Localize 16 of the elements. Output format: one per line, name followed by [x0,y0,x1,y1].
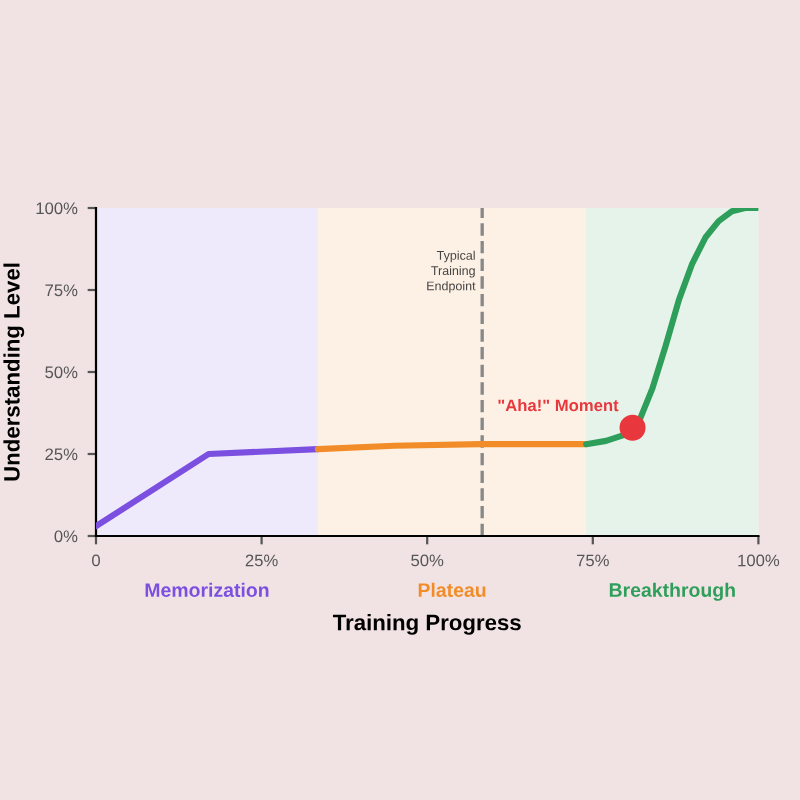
y-tick-label: 25% [45,448,78,461]
x-tick-label: 25% [245,554,278,567]
y-tick-label: 75% [45,284,78,297]
annotation: "Aha!" Moment [498,399,619,412]
band-label: Memorization [145,582,269,597]
y-tick-label: 0% [54,530,78,543]
x-axis-title: Training Progress [332,614,521,635]
y-tick-label: 100% [36,202,78,215]
band-label: Plateau [418,582,486,597]
x-tick-label: 50% [411,554,444,567]
x-tick-label: 75% [576,554,609,567]
y-axis-title: Understanding Level [3,263,25,481]
band-label: Breakthrough [609,582,735,601]
y-tick-label: 50% [45,366,78,379]
x-tick-label: 0 [92,554,100,567]
x-tick-label: 100% [738,554,780,567]
